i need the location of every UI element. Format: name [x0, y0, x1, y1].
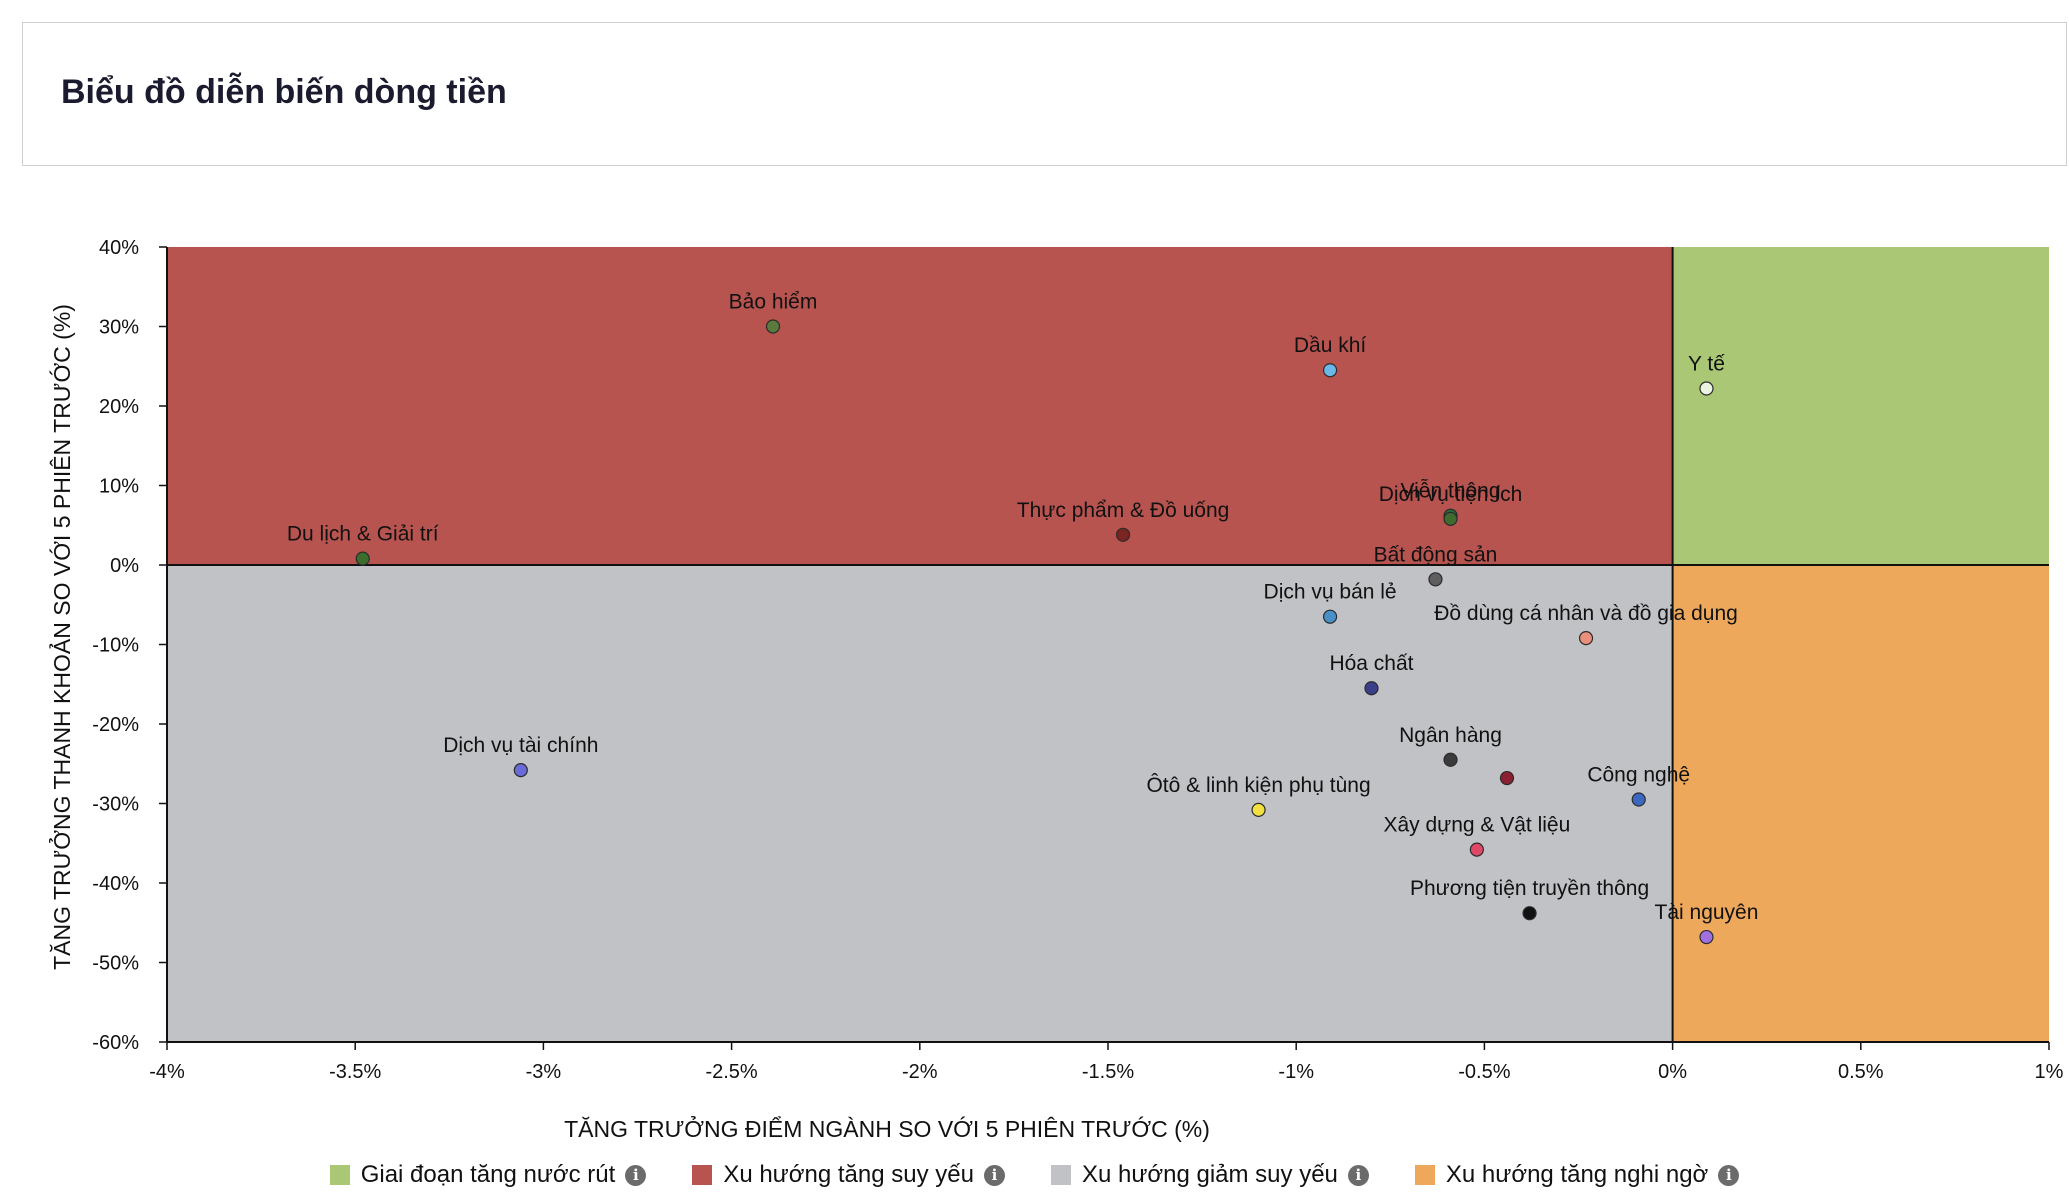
data-label: Đồ dùng cá nhân và đồ gia dụng — [1434, 602, 1738, 625]
data-point[interactable] — [1699, 929, 1714, 945]
y-tick-label: 30% — [99, 317, 139, 339]
x-tick-label: -1.5% — [1082, 1061, 1134, 1083]
scatter-chart: -4% -3.5% -3% -2.5% -2% -1.5% -1% -0.5% 0% 0.5% 1%… — [47, 237, 2064, 1142]
y-tick-label: 0% — [110, 555, 139, 577]
data-point[interactable] — [1115, 527, 1131, 542]
data-label: Viễn thông — [1401, 480, 1501, 503]
quadrant-1 — [167, 247, 1673, 565]
x-tick-label: -3% — [526, 1061, 562, 1083]
x-tick-label: 0.5% — [1838, 1061, 1884, 1083]
legend-label: Xu hướng giảm suy yếu — [1081, 1161, 1338, 1188]
info-icon[interactable]: i — [983, 1164, 1005, 1186]
data-label: Hóa chất — [1329, 652, 1413, 675]
legend-swatch — [692, 1165, 713, 1185]
page-title: Biểu đồ diễn biến dòng tiền — [61, 73, 507, 111]
x-tick-label: -3.5% — [329, 1061, 381, 1083]
quadrant-0 — [1672, 247, 2049, 565]
y-tick-label: -40% — [92, 873, 139, 895]
info-icon[interactable]: i — [1347, 1164, 1369, 1186]
legend-item[interactable]: Xu hướng giảm suy yếu i — [1050, 1161, 1369, 1189]
data-point[interactable] — [1322, 363, 1338, 378]
data-label: Bảo hiểm — [729, 291, 818, 314]
legend-swatch — [329, 1165, 350, 1185]
chart-legend: Giai đoạn tăng nước rút i Xu hướng tăng su… — [0, 1155, 2069, 1195]
info-icon[interactable]: i — [1718, 1164, 1740, 1186]
legend-label: Xu hướng tăng nghi ngờ — [1445, 1161, 1709, 1188]
data-point[interactable] — [1522, 906, 1537, 921]
data-label: Phương tiện truyền thông — [1410, 877, 1649, 900]
legend-label: Xu hướng tăng suy yếu — [723, 1161, 974, 1188]
data-point[interactable] — [1251, 802, 1266, 817]
legend-swatch — [1050, 1165, 1071, 1185]
y-axis-title: TĂNG TRƯỞNG THANH KHOẢN SO VỚI 5 PHIÊN T… — [47, 304, 75, 970]
data-label: Y tế — [1688, 353, 1725, 376]
data-point[interactable] — [1499, 770, 1515, 786]
data-label: Tài nguyên — [1655, 901, 1759, 924]
y-tick-label: -10% — [92, 635, 139, 657]
y-tick-label: 20% — [99, 396, 139, 418]
y-tick-label: 10% — [99, 476, 139, 498]
data-point[interactable] — [1578, 631, 1594, 646]
data-label: Thực phẩm & Đồ uống — [1017, 499, 1230, 522]
data-label: Ngân hàng — [1399, 724, 1502, 747]
x-tick-label: -2.5% — [705, 1061, 757, 1083]
data-point[interactable] — [765, 319, 781, 334]
y-tick-label: -60% — [92, 1032, 139, 1054]
legend-item[interactable]: Xu hướng tăng nghi ngờ i — [1414, 1161, 1740, 1189]
data-label: Dịch vụ tiện ích — [1379, 483, 1523, 506]
data-point[interactable] — [355, 551, 370, 566]
data-label: Dầu khí — [1294, 334, 1367, 357]
x-tick-label: -1% — [1278, 1061, 1314, 1083]
data-label: Ôtô & linh kiện phụ tùng — [1146, 774, 1370, 797]
legend-label: Giai đoạn tăng nước rút — [360, 1161, 616, 1188]
x-tick-label: -4% — [149, 1061, 185, 1083]
data-point[interactable] — [1469, 842, 1484, 857]
quadrant-3 — [1672, 565, 2049, 1042]
data-point[interactable] — [1699, 381, 1714, 396]
data-point[interactable] — [1443, 511, 1458, 526]
x-axis-title: TĂNG TRƯỞNG ĐIỂM NGÀNH SO VỚI 5 PHIÊN TR… — [564, 1114, 1210, 1142]
y-tick-label: -30% — [92, 794, 139, 816]
x-tick-label: 0% — [1658, 1061, 1687, 1083]
data-label: Xây dựng & Vật liệu — [1383, 814, 1570, 837]
info-icon[interactable]: i — [625, 1164, 647, 1186]
data-point[interactable] — [1428, 572, 1443, 587]
x-tick-label: -0.5% — [1458, 1061, 1510, 1083]
y-tick-label: -50% — [92, 953, 139, 975]
legend-item[interactable]: Xu hướng tăng suy yếu i — [692, 1161, 1005, 1189]
data-point[interactable] — [513, 763, 528, 778]
x-tick-label: 1% — [2035, 1061, 2064, 1083]
y-tick-label: 40% — [99, 237, 139, 259]
legend-swatch — [1414, 1165, 1435, 1185]
chart-title-card: Biểu đồ diễn biến dòng tiền — [22, 22, 2067, 166]
data-label: Dịch vụ bán lẻ — [1264, 581, 1397, 604]
data-point[interactable] — [1443, 752, 1458, 767]
x-tick-label: -2% — [902, 1061, 938, 1083]
data-label: Công nghệ — [1587, 764, 1690, 787]
data-point[interactable] — [1631, 792, 1646, 807]
data-point[interactable] — [1322, 609, 1338, 624]
y-tick-label: -20% — [92, 714, 139, 736]
legend-item[interactable]: Giai đoạn tăng nước rút i — [329, 1161, 647, 1189]
data-label: Bất động sản — [1374, 543, 1498, 566]
data-point[interactable] — [1364, 681, 1379, 696]
data-label: Du lịch & Giải trí — [287, 523, 439, 546]
quadrant-2 — [167, 565, 1673, 1042]
data-label: Dịch vụ tài chính — [443, 734, 598, 757]
